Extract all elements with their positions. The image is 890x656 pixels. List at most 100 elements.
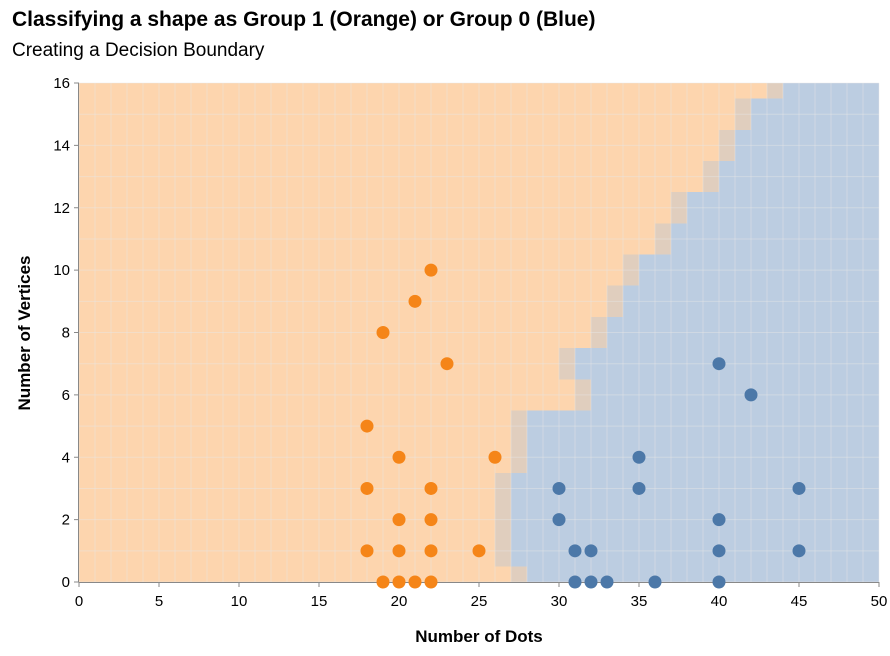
region-boundary [767, 83, 783, 99]
point-group0 [792, 544, 806, 558]
point-group1 [472, 544, 486, 558]
point-group0 [632, 481, 646, 495]
grid-lines [78, 82, 880, 583]
axes: 0 5 10 15 20 25 30 35 40 45 50 0 2 4 6 8 10 12 14 16 [53, 75, 887, 610]
region-group1 [79, 441, 511, 473]
region-group1 [79, 379, 575, 411]
point-group0 [792, 481, 806, 495]
region-boundary [591, 316, 607, 349]
region-group0 [783, 83, 879, 99]
point-group0 [568, 575, 582, 589]
region-group1 [79, 83, 767, 99]
point-group0 [632, 450, 646, 464]
x-tick-label: 25 [471, 593, 488, 610]
point-group1 [424, 263, 438, 277]
point-group1 [392, 450, 406, 464]
y-tick-label: 4 [62, 449, 70, 466]
region-boundary [511, 410, 527, 442]
region-group0 [527, 410, 879, 442]
x-tick-label: 10 [231, 593, 248, 610]
y-tick-label: 14 [53, 137, 70, 154]
region-group0 [719, 160, 879, 193]
region-group1 [79, 223, 655, 255]
region-group0 [623, 285, 879, 317]
y-tick-label: 0 [62, 574, 70, 591]
region-boundary [735, 98, 751, 130]
x-tick-label: 0 [75, 593, 83, 610]
point-group0 [712, 575, 726, 589]
region-boundary [511, 566, 527, 582]
x-tick-label: 40 [711, 593, 728, 610]
y-tick-label: 6 [62, 387, 70, 404]
region-group0 [527, 566, 879, 582]
x-tick-label: 30 [551, 593, 568, 610]
region-group0 [527, 441, 879, 473]
point-group1 [360, 481, 374, 495]
region-group0 [751, 98, 879, 130]
y-tick-label: 16 [53, 75, 70, 92]
region-boundary [655, 223, 671, 255]
region-group0 [511, 504, 879, 536]
region-group0 [671, 223, 879, 255]
point-group1 [360, 419, 374, 433]
y-axis-title: Number of Vertices [15, 256, 34, 411]
x-tick-label: 5 [155, 593, 163, 610]
point-group1 [392, 575, 406, 589]
y-tick-label: 12 [53, 200, 70, 217]
region-group1 [79, 192, 671, 224]
point-group0 [648, 575, 662, 589]
point-group0 [552, 513, 566, 527]
region-group0 [607, 316, 879, 349]
region-group1 [79, 254, 623, 286]
region-boundary [575, 379, 591, 411]
region-boundary [623, 254, 639, 286]
y-tick-label: 10 [53, 262, 70, 279]
region-group1 [79, 129, 719, 161]
point-group0 [600, 575, 614, 589]
region-group0 [591, 379, 879, 411]
x-axis-title: Number of Dots [415, 627, 543, 646]
point-group0 [552, 481, 566, 495]
point-group1 [408, 294, 422, 308]
region-group1 [79, 285, 607, 317]
point-group1 [440, 357, 454, 371]
region-group0 [735, 129, 879, 161]
region-boundary [671, 192, 687, 224]
region-boundary [607, 285, 623, 317]
region-group1 [79, 410, 511, 442]
region-boundary [719, 129, 735, 161]
point-group1 [360, 544, 374, 558]
data-points [360, 263, 806, 589]
point-group1 [488, 450, 502, 464]
region-group1 [79, 316, 591, 349]
region-boundary [559, 348, 575, 380]
point-group1 [424, 575, 438, 589]
region-group0 [687, 192, 879, 224]
point-group0 [744, 388, 758, 402]
chart-title: Classifying a shape as Group 1 (Orange) … [12, 8, 596, 31]
region-group1 [79, 348, 559, 380]
y-tick-label: 2 [62, 512, 70, 529]
y-tick-label: 8 [62, 325, 70, 342]
point-group0 [568, 544, 582, 558]
point-group1 [376, 575, 390, 589]
point-group1 [424, 513, 438, 527]
point-group1 [392, 513, 406, 527]
point-group1 [424, 481, 438, 495]
chart-subtitle: Creating a Decision Boundary [12, 40, 265, 61]
x-tick-label: 50 [871, 593, 888, 610]
region-group0 [639, 254, 879, 286]
x-tick-label: 20 [391, 593, 408, 610]
decision-regions [79, 83, 879, 582]
region-group0 [511, 472, 879, 505]
point-group1 [392, 544, 406, 558]
point-group1 [376, 326, 390, 339]
region-boundary [495, 535, 511, 567]
point-group0 [584, 544, 598, 558]
point-group0 [584, 575, 598, 589]
region-group1 [79, 98, 735, 130]
region-group1 [79, 160, 703, 193]
region-boundary [495, 472, 511, 505]
region-group1 [79, 566, 511, 582]
